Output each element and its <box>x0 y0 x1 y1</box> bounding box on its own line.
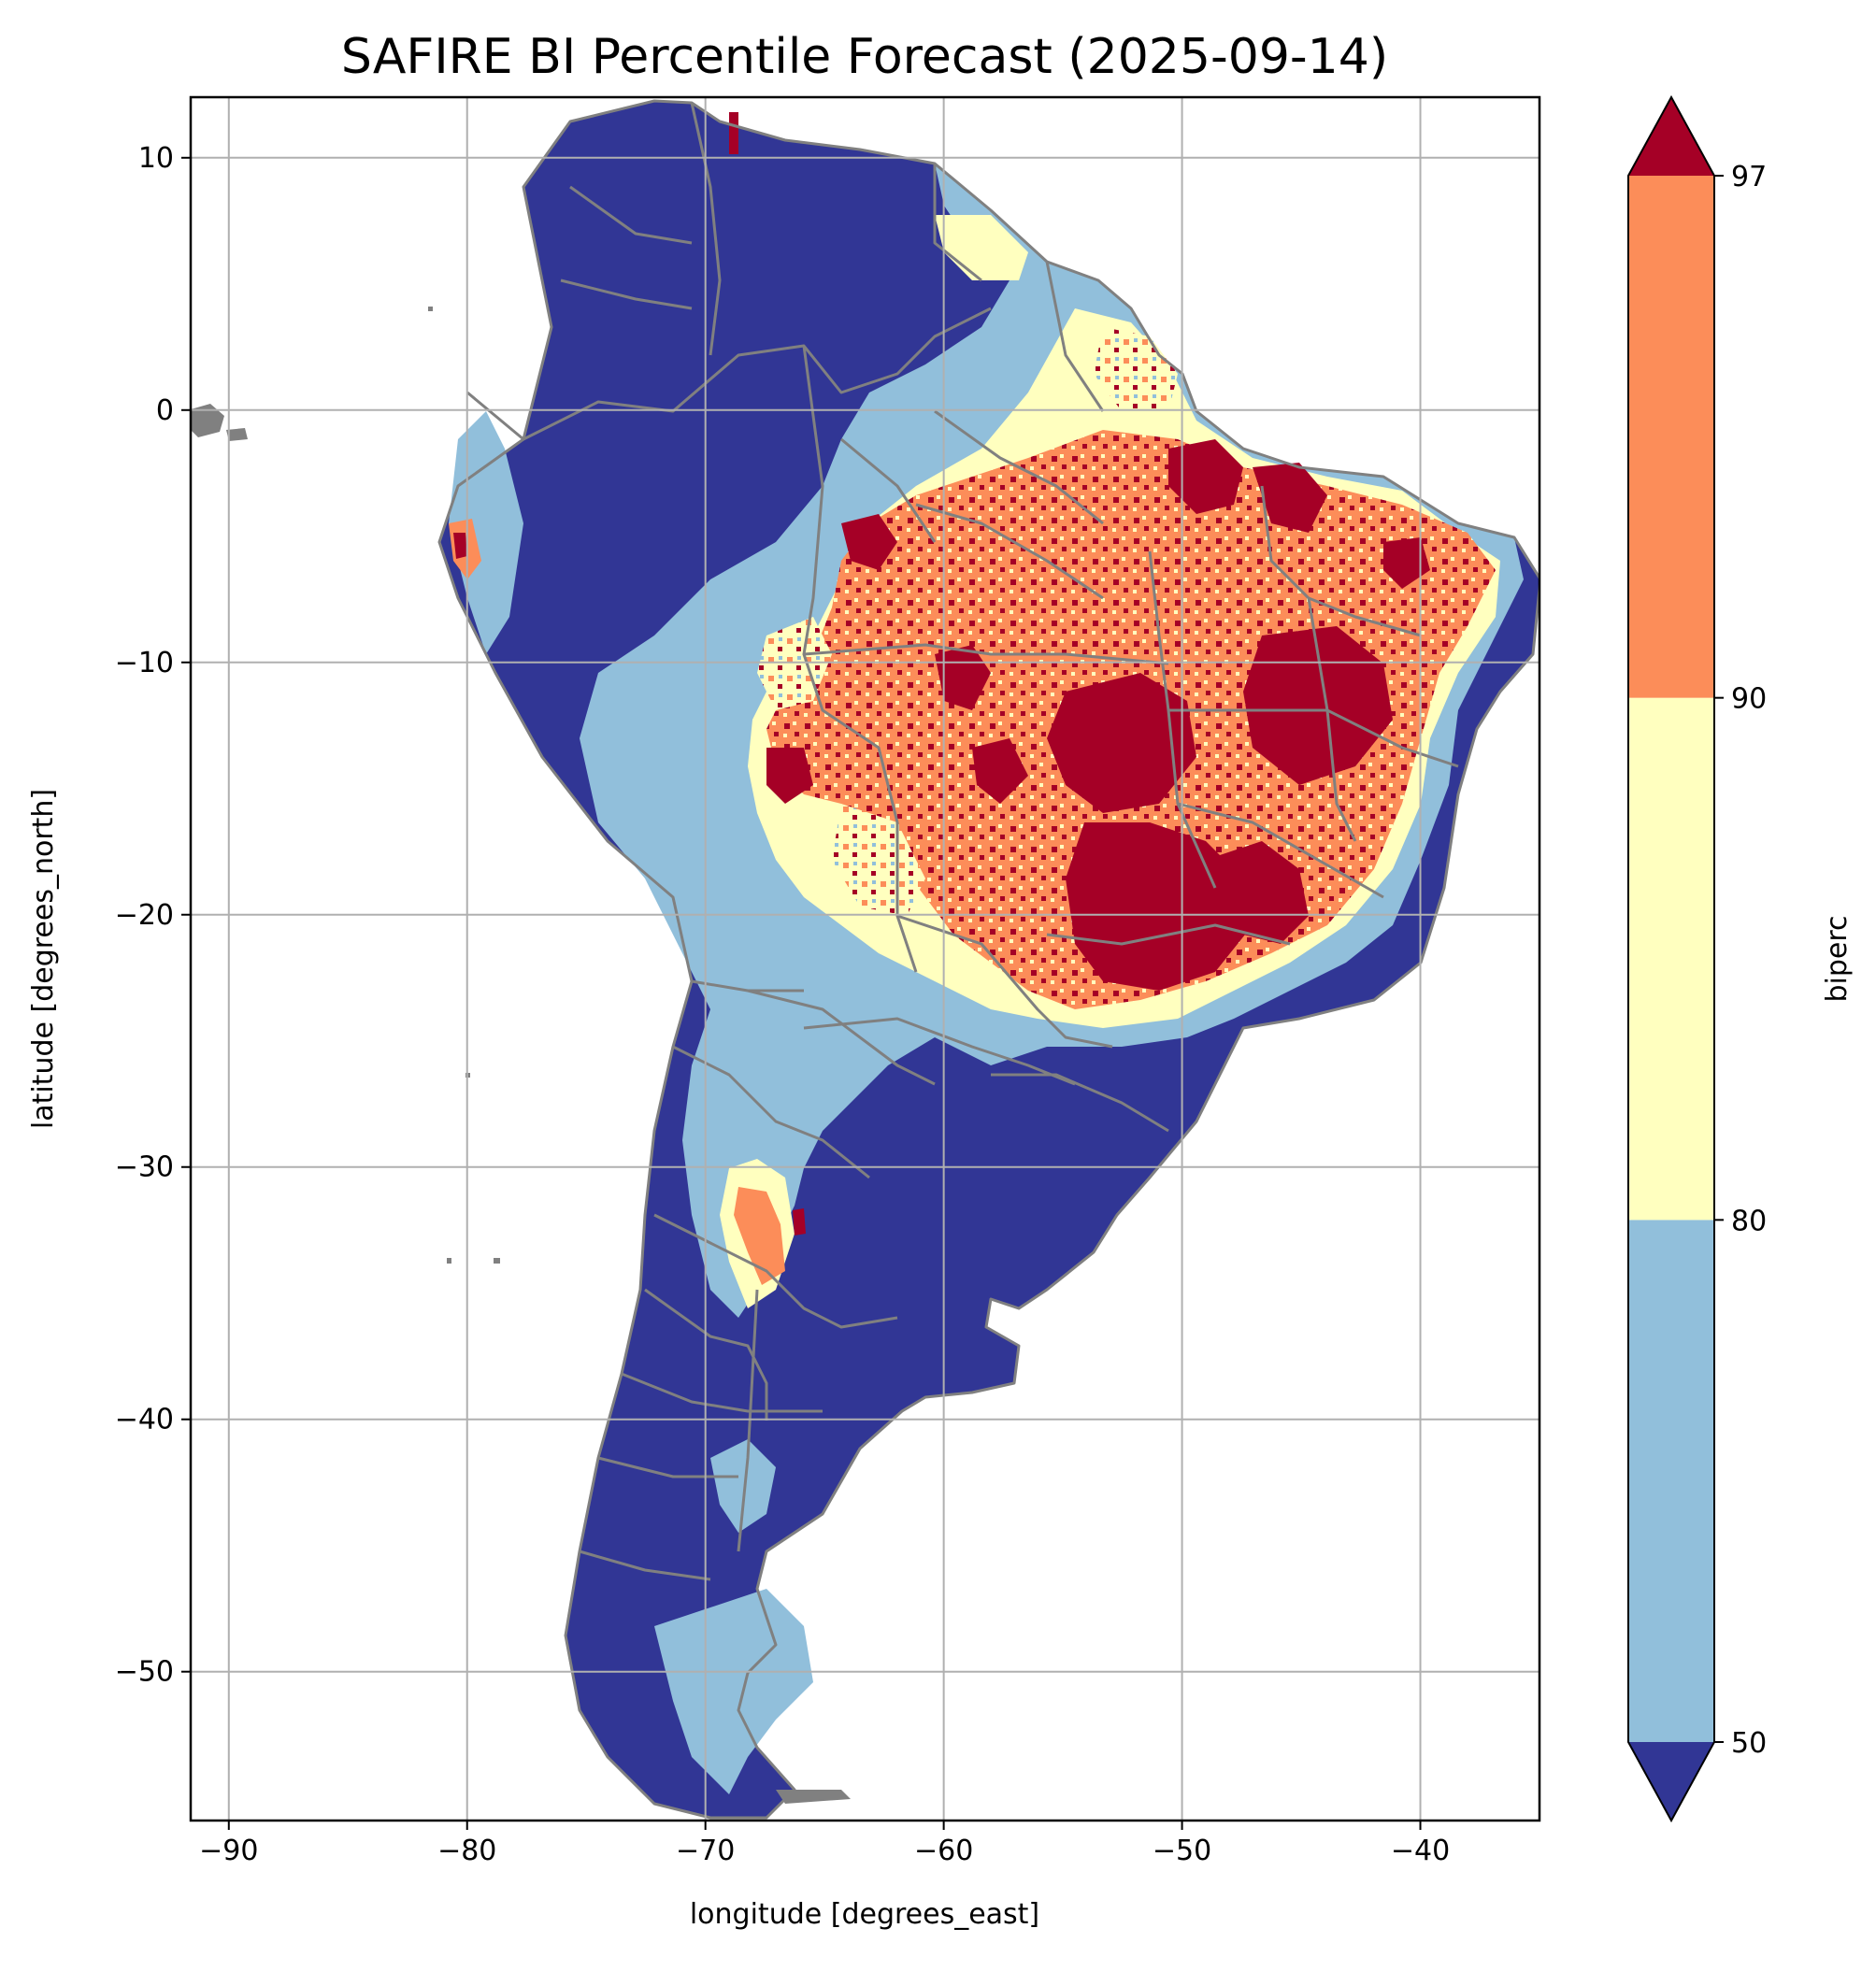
axes-frame <box>189 95 1541 1822</box>
y-tick-label: −40 <box>115 1404 174 1436</box>
gridlines <box>191 97 1539 1821</box>
colorbar-tick-label: 50 <box>1731 1727 1767 1760</box>
x-tick-label: −90 <box>199 1835 258 1867</box>
y-tick-label: −10 <box>115 647 174 679</box>
band-mixed-west <box>757 617 832 710</box>
y-tick-label: 10 <box>138 142 174 175</box>
x-tick-label: −70 <box>676 1835 735 1867</box>
islands <box>191 307 851 1804</box>
colorbar-tick-label: 80 <box>1731 1205 1767 1237</box>
band-80-90-north <box>935 215 1028 280</box>
y-tick-label: −20 <box>115 899 174 932</box>
band-50-80-patagonia-2 <box>710 1439 776 1533</box>
colorbar: 50 80 90 97 biperc <box>1627 94 1854 1823</box>
x-tick-label: −80 <box>437 1835 496 1867</box>
y-axis-ticks: 10 0 −10 −20 −30 −40 −50 <box>115 142 191 1689</box>
colorbar-extend-over <box>1628 97 1714 176</box>
colorbar-ticks: 50 80 90 97 <box>1714 161 1767 1760</box>
map-axes: −90 −80 −70 −60 −50 −40 10 0 −10 −20 −30 −40 −50 lo… <box>27 95 1541 1931</box>
colorbar-segment <box>1628 176 1714 698</box>
y-tick-label: −30 <box>115 1151 174 1184</box>
x-axis-label: longitude [degrees_east] <box>690 1898 1039 1931</box>
colorbar-tick-label: 97 <box>1731 161 1767 193</box>
y-tick-label: 0 <box>156 394 174 427</box>
band-mixed-chaco <box>832 804 925 916</box>
colorbar-segment <box>1628 1220 1714 1742</box>
colorbar-segments <box>1627 94 1715 1823</box>
fill-layer <box>191 99 1539 1820</box>
x-tick-label: −50 <box>1153 1835 1211 1867</box>
x-axis-ticks: −90 −80 −70 −60 −50 −40 <box>199 1821 1450 1867</box>
colorbar-tick-label: 90 <box>1731 683 1767 716</box>
band-90-97-andes <box>734 1187 785 1285</box>
y-axis-label: latitude [degrees_north] <box>27 789 60 1129</box>
band-mixed-north <box>1094 327 1178 411</box>
y-tick-label: −50 <box>115 1656 174 1689</box>
chart-title: SAFIRE BI Percentile Forecast (2025-09-1… <box>341 29 1388 85</box>
colorbar-label: biperc <box>1821 915 1854 1002</box>
x-tick-label: −60 <box>914 1835 973 1867</box>
x-tick-label: −40 <box>1391 1835 1450 1867</box>
colorbar-segment <box>1628 697 1714 1221</box>
colorbar-extend-under <box>1628 1742 1714 1821</box>
